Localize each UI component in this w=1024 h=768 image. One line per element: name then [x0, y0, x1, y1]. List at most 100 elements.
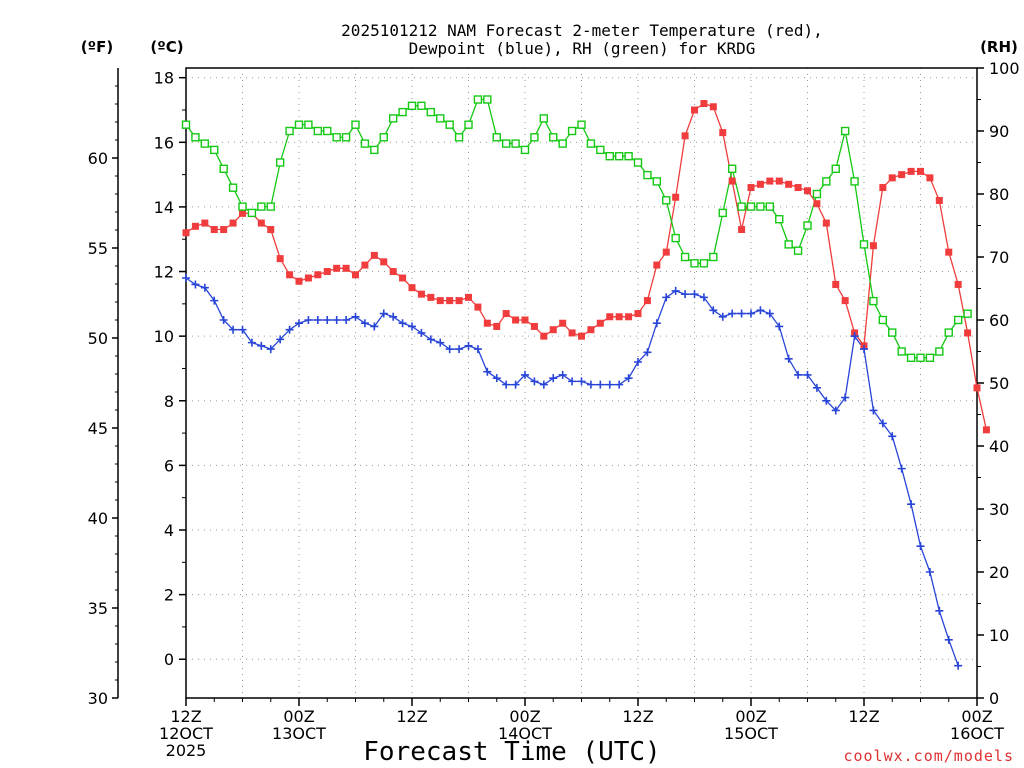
dewpoint-point	[360, 319, 369, 328]
rh-point	[831, 164, 840, 174]
temperature-point	[888, 174, 896, 182]
rh-point	[549, 133, 558, 142]
x-tick-label: 12Z	[396, 707, 427, 726]
temperature-point	[973, 384, 981, 392]
rh-point	[643, 170, 652, 180]
temperature-point	[182, 229, 190, 237]
dewpoint-point	[558, 370, 567, 379]
temperature-point	[417, 290, 425, 298]
rh-point	[501, 139, 511, 148]
dewpoint-point	[775, 322, 784, 331]
axes: 30 35 40 45 50 55 60 0 2 4 6 8 10 12 14 16 18 0 10 20 30 40 50…	[88, 59, 1020, 760]
dewpoint-point	[671, 286, 680, 295]
temperature-point	[879, 184, 887, 192]
rh-point	[577, 120, 586, 129]
rh-point	[614, 151, 624, 161]
temperature-point	[691, 106, 698, 114]
dewpoint-point	[200, 283, 209, 292]
dewpoint-point	[530, 377, 539, 386]
temperature-point	[568, 329, 576, 337]
temperature-point	[756, 180, 764, 188]
rh-tick-label: 40	[989, 437, 1009, 456]
temperature-point	[719, 129, 727, 137]
dewpoint-point	[238, 325, 247, 334]
rh-point	[530, 133, 539, 142]
dewpoint-point	[436, 338, 445, 347]
dewpoint-point	[878, 419, 887, 428]
rh-unit-label: (RH)	[980, 38, 1018, 56]
temperature-point	[323, 268, 331, 276]
temperature-point	[267, 226, 275, 234]
x-tick-label: 2025	[166, 741, 207, 760]
rh-point	[436, 114, 445, 123]
temperature-point	[926, 174, 934, 182]
dewpoint-point	[257, 341, 266, 350]
x-tick-label: 14OCT	[498, 724, 552, 743]
celsius-tick-label: 16	[154, 133, 174, 152]
rh-point	[737, 202, 746, 211]
rh-point	[878, 315, 888, 325]
dewpoint-point	[182, 274, 190, 282]
rh-point	[454, 133, 464, 142]
dewpoint-point	[483, 367, 492, 376]
temperature-point	[201, 219, 209, 227]
temperature-point	[907, 167, 915, 175]
rh-point	[633, 158, 643, 167]
rh-point	[313, 126, 323, 136]
temperature-point	[785, 180, 793, 188]
temperature-point	[436, 297, 444, 305]
rh-point	[953, 315, 963, 325]
temperature-point	[898, 171, 906, 179]
rh-point	[200, 139, 210, 148]
dewpoint-point	[295, 319, 303, 328]
rh-point	[605, 151, 614, 161]
rh-point	[379, 133, 388, 142]
dewpoint-point	[916, 542, 925, 551]
dewpoint-point	[473, 345, 482, 354]
temperature-point	[540, 332, 548, 340]
rh-point	[323, 126, 332, 136]
rh-point	[746, 202, 756, 211]
temperature-point	[643, 297, 651, 305]
rh-point	[191, 133, 200, 142]
temperature-point	[408, 284, 416, 292]
dewpoint-point	[634, 358, 642, 366]
dewpoint-point	[398, 319, 407, 328]
rh-point	[388, 114, 398, 123]
fahrenheit-tick-label: 60	[88, 149, 108, 168]
celsius-tick-label: 0	[164, 650, 174, 669]
rh-point	[445, 120, 454, 129]
temperature-point	[380, 258, 388, 266]
temperature-point	[512, 316, 520, 324]
dewpoint-point	[568, 377, 577, 386]
x-axis-label: Forecast Time (UTC)	[363, 737, 660, 767]
temperature-point	[775, 177, 783, 185]
rh-point	[784, 240, 793, 249]
celsius-tick-label: 14	[154, 198, 174, 217]
rh-point	[332, 133, 341, 142]
temperature-point	[869, 242, 877, 250]
rh-point	[275, 158, 285, 167]
chart-title-line1: 2025101212 NAM Forecast 2-meter Temperat…	[341, 21, 823, 40]
x-tick-label: 00Z	[735, 707, 766, 726]
series-markers	[181, 95, 990, 670]
rh-point	[341, 133, 351, 142]
temperature-point	[653, 261, 661, 269]
temperature-point	[954, 280, 962, 288]
temperature-point	[370, 251, 378, 259]
temperature-point	[342, 264, 350, 272]
dewpoint-point	[389, 312, 398, 321]
rh-point	[850, 177, 859, 186]
celsius-tick-label: 10	[154, 327, 174, 346]
dewpoint-point	[869, 406, 878, 415]
dewpoint-point	[408, 322, 416, 331]
temperature-point	[917, 167, 924, 175]
temperature-point	[625, 313, 633, 321]
rh-point	[558, 139, 567, 148]
temperature-point	[606, 313, 614, 321]
dewpoint-point	[464, 341, 473, 350]
rh-tick-label: 80	[989, 185, 1009, 204]
rh-point	[680, 252, 690, 262]
rh-point	[963, 309, 972, 318]
temperature-point	[935, 196, 943, 204]
